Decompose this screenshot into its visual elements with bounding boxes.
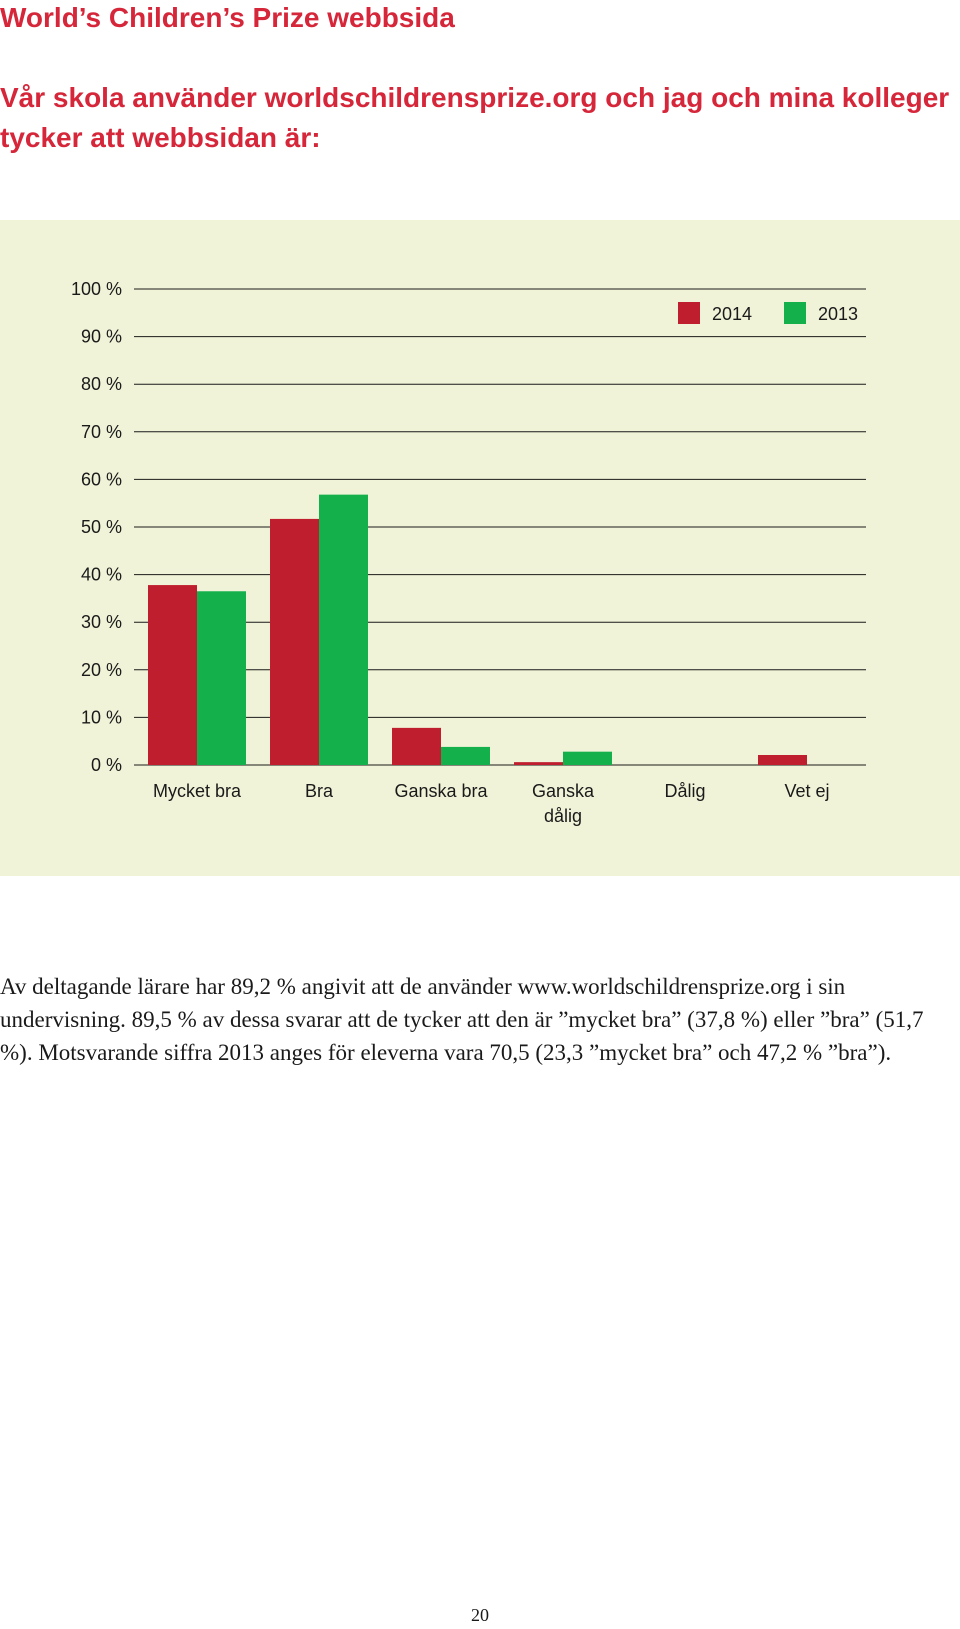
y-tick-label: 100 % bbox=[71, 279, 122, 299]
bar-2013-2 bbox=[441, 746, 490, 765]
legend-label-2013: 2013 bbox=[818, 304, 858, 324]
y-tick-label: 30 % bbox=[81, 612, 122, 632]
bar-2014-2 bbox=[392, 727, 441, 765]
page-number: 20 bbox=[471, 1605, 489, 1625]
bar-2013-0 bbox=[197, 591, 246, 765]
y-tick-label: 80 % bbox=[81, 374, 122, 394]
y-tick-label: 40 % bbox=[81, 565, 122, 585]
x-category-label: Bra bbox=[305, 781, 334, 801]
body-paragraph: Av deltagande lärare har 89,2 % angivit … bbox=[0, 974, 924, 1065]
y-tick-label: 10 % bbox=[81, 707, 122, 727]
x-category-label: Vet ej bbox=[784, 781, 829, 801]
y-axis-tick-labels: 0 % 10 % 20 % 30 % 40 % 50 % 60 % 70 % 80 % 90 % 1… bbox=[71, 279, 122, 775]
page-title: World’s Children’s Prize webbsida bbox=[0, 2, 455, 33]
x-category-label-line: Bra bbox=[305, 781, 334, 801]
x-category-label-line: Ganska bra bbox=[394, 781, 488, 801]
legend: 2014 2013 bbox=[678, 302, 858, 324]
bar-2014-5 bbox=[758, 755, 807, 765]
chart-subtitle: Vår skola använder worldschildrensprize.… bbox=[0, 82, 950, 153]
y-tick-label: 90 % bbox=[81, 327, 122, 347]
bar-2014-0 bbox=[148, 585, 197, 765]
y-tick-label: 70 % bbox=[81, 422, 122, 442]
x-category-label: Ganska dålig bbox=[532, 781, 595, 826]
x-category-label-line: Mycket bra bbox=[153, 781, 242, 801]
x-category-label-line: Vet ej bbox=[784, 781, 829, 801]
y-tick-label: 20 % bbox=[81, 660, 122, 680]
y-tick-label: 0 % bbox=[91, 755, 122, 775]
y-tick-label: 60 % bbox=[81, 469, 122, 489]
x-category-label: Mycket bra bbox=[153, 781, 242, 801]
x-category-label-line: Dålig bbox=[664, 781, 705, 801]
bar-2014-1 bbox=[270, 518, 319, 765]
x-category-label: Ganska bra bbox=[394, 781, 488, 801]
x-category-label: Dålig bbox=[664, 781, 705, 801]
bar-chart: 0 % 10 % 20 % 30 % 40 % 50 % 60 % 70 % 80 % 90 % 1… bbox=[71, 279, 866, 826]
bar-2013-1 bbox=[319, 494, 368, 765]
chart-panel: 0 % 10 % 20 % 30 % 40 % 50 % 60 % 70 % 80 % 90 % 1… bbox=[0, 220, 960, 876]
x-category-label-line: Ganska bbox=[532, 781, 595, 801]
legend-label-2014: 2014 bbox=[712, 304, 752, 324]
y-tick-label: 50 % bbox=[81, 517, 122, 537]
bars bbox=[148, 494, 807, 765]
legend-swatch-2013 bbox=[784, 302, 806, 324]
gridlines bbox=[134, 288, 866, 766]
bar-2014-3 bbox=[514, 762, 563, 765]
x-category-label-line: dålig bbox=[544, 806, 582, 826]
x-axis-category-labels: Mycket bra Bra Ganska bra Ganska dålig Dålig V… bbox=[153, 781, 830, 826]
legend-swatch-2014 bbox=[678, 302, 700, 324]
bar-2013-3 bbox=[563, 751, 612, 765]
